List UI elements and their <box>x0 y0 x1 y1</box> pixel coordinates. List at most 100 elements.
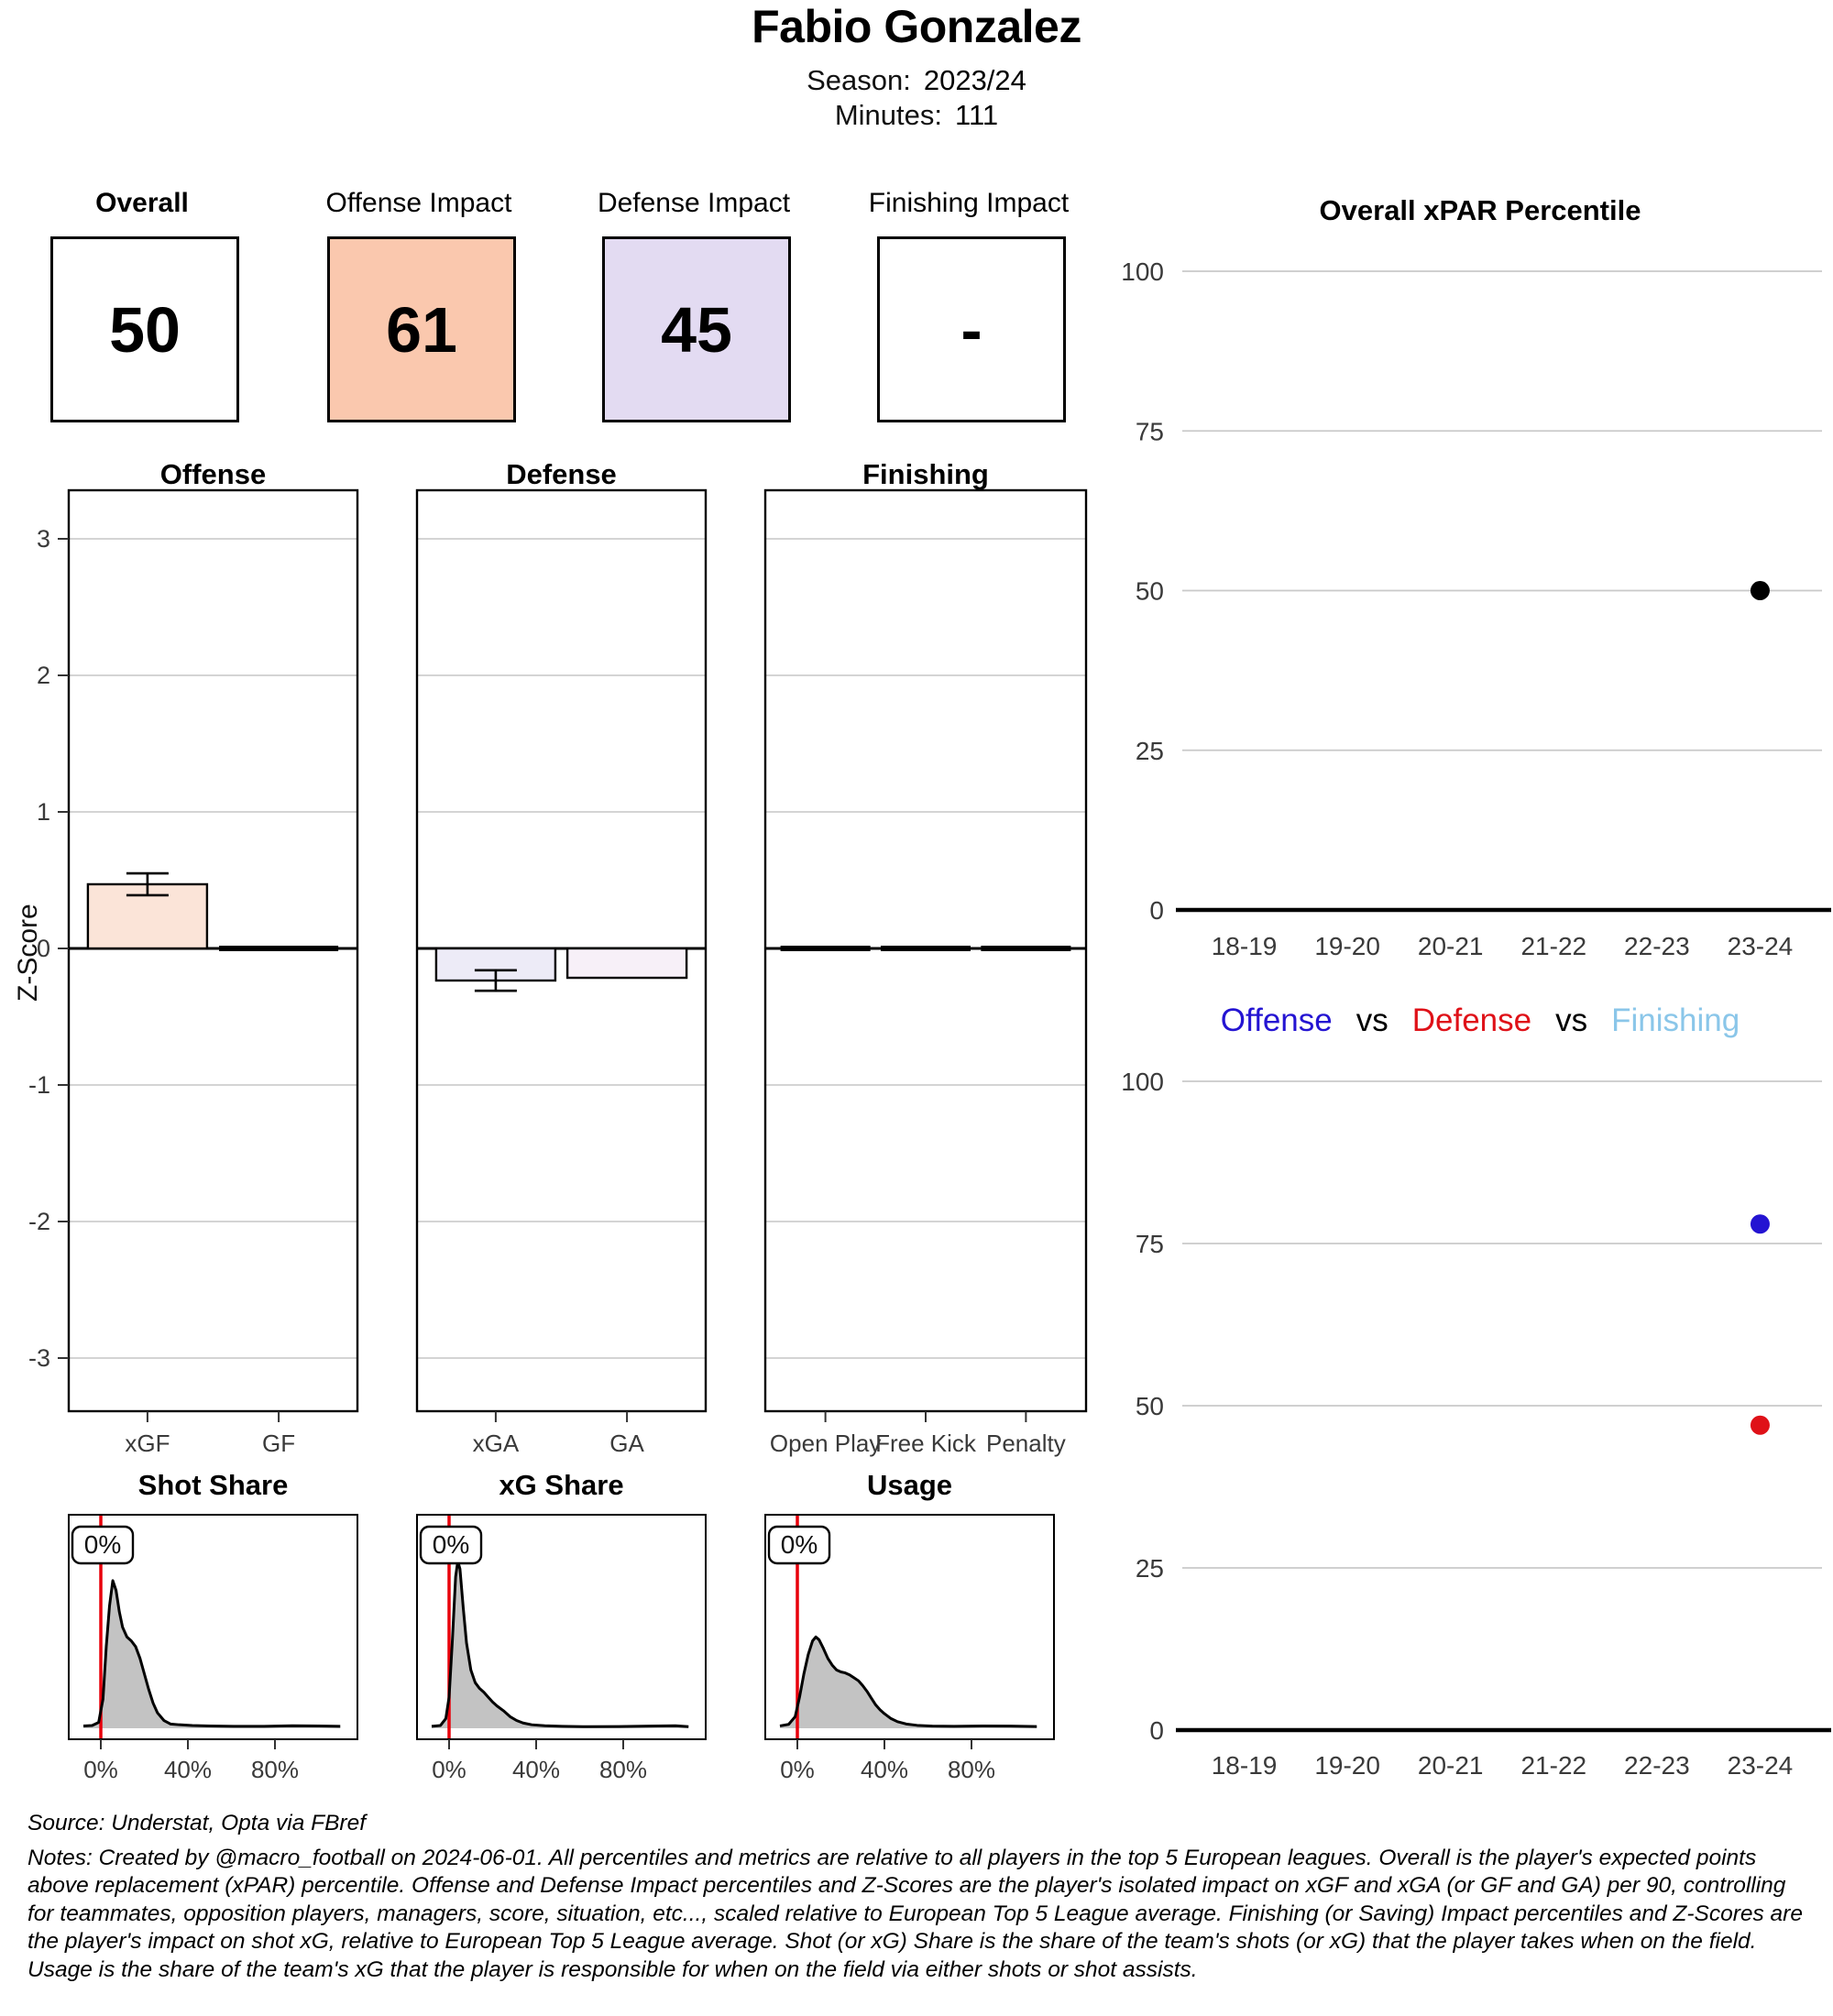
y-tick-label: 100 <box>1121 257 1164 286</box>
offense-defense-finishing-title: Offense vs Defense vs Finishing <box>1127 1003 1833 1039</box>
y-tick-label: 3 <box>37 525 50 553</box>
density-title-usage: Usage <box>866 1469 953 1501</box>
x-tick-label: GF <box>262 1430 295 1457</box>
x-tick-label: 19-20 <box>1314 1751 1380 1780</box>
x-tick-label: 19-20 <box>1314 932 1380 960</box>
x-tick-label: xGF <box>125 1430 170 1457</box>
x-tick-label: 20-21 <box>1418 1751 1484 1780</box>
offense-defense-finishing-chart: 100 75 50 25 0 18-19 19-20 20-21 21-22 22-23 23-24 <box>1121 1068 1831 1780</box>
overall-xpar-chart: 100 75 50 25 0 18-19 19-20 20-21 21-22 22-23 23-24 <box>1121 257 1831 960</box>
bar-Penalty <box>981 946 1071 951</box>
card-box-finishing: - <box>877 236 1066 422</box>
density-area <box>83 1580 341 1728</box>
legend-word-vs: vs <box>1356 1003 1388 1038</box>
card-label-finishing: Finishing Impact <box>868 188 1070 218</box>
minutes-label: Minutes: <box>834 99 943 131</box>
panel-title-offense: Offense <box>159 458 267 490</box>
minutes-value: 111 <box>955 99 999 131</box>
season-row: Season: 2023/24 <box>0 64 1833 97</box>
density-title-shot-share: Shot Share <box>137 1469 289 1501</box>
minutes-row: Minutes: 111 <box>0 99 1833 132</box>
x-tick-label: Penalty <box>986 1430 1066 1457</box>
y-tick-label: 1 <box>37 798 50 826</box>
bar-xGF <box>86 882 209 950</box>
page-title: Fabio Gonzalez <box>752 1 1081 52</box>
defense-point <box>1750 1415 1770 1435</box>
x-tick-label: Free Kick <box>875 1430 977 1457</box>
panel-border <box>68 1514 358 1740</box>
x-tick-label: 23-24 <box>1728 1751 1794 1780</box>
density-curve <box>82 1579 341 1728</box>
panel-title-defense: Defense <box>506 458 617 490</box>
x-tick-label: 40% <box>164 1756 212 1783</box>
x-tick-label: 23-24 <box>1728 932 1794 960</box>
density-title-xg-share: xG Share <box>499 1469 624 1501</box>
x-tick-label: 22-23 <box>1624 1751 1690 1780</box>
season-label: Season: <box>807 64 911 96</box>
source-note: Source: Understat, Opta via FBref <box>27 1811 367 1835</box>
y-tick-label: 100 <box>1121 1068 1164 1096</box>
x-tick-label: 20-21 <box>1418 932 1484 960</box>
y-tick-label: 25 <box>1136 737 1164 765</box>
card-box-offense: 61 <box>327 236 516 422</box>
card-label-defense: Defense Impact <box>597 188 791 218</box>
x-tick-label: 0% <box>432 1756 466 1783</box>
y-tick-label: 2 <box>37 662 50 689</box>
player-value-badge <box>71 1525 135 1565</box>
density-area <box>780 1637 1037 1728</box>
x-tick-label: 40% <box>861 1756 908 1783</box>
card-value-offense: 61 <box>386 293 457 366</box>
x-tick-label: 0% <box>780 1756 815 1783</box>
card-box-overall: 50 <box>50 236 239 422</box>
legend-word-vs: vs <box>1555 1003 1588 1038</box>
x-tick-label: xGA <box>473 1430 520 1457</box>
player-value-label: 0% <box>781 1530 818 1559</box>
x-tick-label: Open Play <box>770 1430 881 1457</box>
card-label-offense: Offense Impact <box>325 188 512 218</box>
player-value-badge <box>767 1525 831 1565</box>
panel-border <box>67 488 359 1413</box>
card-label-overall: Overall <box>95 188 189 218</box>
x-tick-label: 80% <box>251 1756 299 1783</box>
panel-border <box>416 1514 707 1740</box>
y-tick-label: 50 <box>1136 1392 1164 1420</box>
density-curve <box>779 1635 1037 1728</box>
player-value-label: 0% <box>84 1530 121 1559</box>
player-value-label: 0% <box>433 1530 469 1559</box>
y-tick-label: 25 <box>1136 1554 1164 1583</box>
methodology-notes: Notes: Created by @macro_football on 202… <box>27 1846 1803 1982</box>
y-tick-label: -2 <box>28 1208 50 1235</box>
y-tick-label: 50 <box>1136 577 1164 606</box>
y-tick-label: 75 <box>1136 417 1164 445</box>
x-tick-label: 40% <box>512 1756 560 1783</box>
player-value-badge <box>419 1525 483 1565</box>
card-box-defense: 45 <box>602 236 791 422</box>
x-tick-label: 21-22 <box>1520 1751 1586 1780</box>
y-tick-label: 0 <box>1149 896 1164 925</box>
x-tick-label: 80% <box>948 1756 995 1783</box>
density-charts: 0% 0% 40% 80% 0% 0% 40% 80% 0% 0% 40% 80% <box>68 1514 1055 1783</box>
y-tick-label: 0 <box>1149 1716 1164 1745</box>
density-curve <box>431 1560 689 1728</box>
legend-word-finishing: Finishing <box>1611 1003 1740 1038</box>
bar-Free Kick <box>881 946 971 951</box>
season-value: 2023/24 <box>923 64 1026 96</box>
card-value-finishing: - <box>960 293 982 366</box>
x-tick-label: GA <box>609 1430 644 1457</box>
y-tick-label: 0 <box>37 935 50 962</box>
density-area <box>432 1561 689 1728</box>
y-tick-label: -1 <box>28 1071 50 1099</box>
bar-GF <box>219 946 339 951</box>
legend-word-defense: Defense <box>1411 1003 1532 1038</box>
xpar-chart-title: Overall xPAR Percentile <box>1319 194 1641 226</box>
panel-title-finishing: Finishing <box>862 458 989 490</box>
x-tick-label: 18-19 <box>1212 1751 1278 1780</box>
legend-word-offense: Offense <box>1220 1003 1333 1038</box>
x-tick-label: 18-19 <box>1212 932 1278 960</box>
y-tick-label: 75 <box>1136 1230 1164 1258</box>
offense-point <box>1750 1214 1770 1234</box>
panel-border <box>764 1514 1055 1740</box>
y-tick-label: -3 <box>28 1344 50 1372</box>
